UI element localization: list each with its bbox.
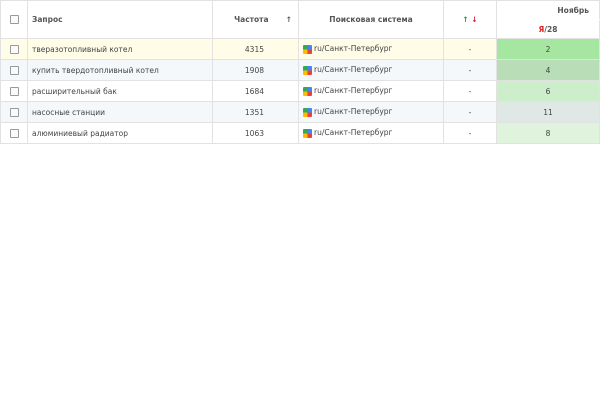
frequency: 1684 — [212, 80, 299, 102]
trend-down: ↓ — [471, 15, 478, 24]
frequency: 1063 — [212, 122, 299, 144]
table-header: Запрос Частота ↑ Поисковая система ↑ ↓ Но… — [0, 0, 600, 39]
checkbox[interactable] — [9, 44, 19, 54]
sort-arrow: ↑ — [285, 15, 292, 24]
position: 11 — [496, 101, 600, 123]
search-system-cell: ru/Санкт-Петербург — [298, 59, 444, 81]
region: ru/Санкт-Петербург — [314, 86, 393, 96]
header-row: Запрос Частота ↑ Поисковая система ↑ ↓ Но… — [0, 0, 600, 39]
trend: - — [443, 101, 497, 123]
engine-icon — [303, 128, 312, 138]
trend-header: ↑ ↓ — [443, 0, 497, 39]
checkbox[interactable] — [9, 128, 19, 138]
select-all-cell — [0, 0, 28, 39]
checkbox[interactable] — [9, 107, 19, 117]
query-header[interactable]: Запрос — [27, 0, 213, 39]
query: расширительный бак — [27, 80, 213, 102]
date-label: /28 — [544, 24, 558, 34]
frequency: 4315 — [212, 38, 299, 60]
select-cell — [0, 38, 28, 60]
region: ru/Санкт-Петербург — [314, 44, 393, 54]
month-header: Ноябрь — [496, 0, 600, 20]
row: насосные станции 1351 ru/Санкт-Петербург -1… — [0, 101, 600, 123]
checkbox[interactable] — [9, 15, 19, 25]
search-system-header: Поисковая система — [298, 0, 444, 39]
query-table: Запрос Частота ↑ Поисковая система ↑ ↓ Но… — [0, 0, 600, 144]
engine-icon — [303, 44, 312, 54]
header-row: Я/28 — [1, 19, 600, 39]
row: купить твердотопливный котел 1908 ru/Санкт… — [0, 59, 600, 81]
search-system-cell: ru/Санкт-Петербург — [298, 101, 444, 123]
frequency: 1351 — [212, 101, 299, 123]
region: ru/Санкт-Петербург — [314, 65, 393, 75]
position: 2 — [496, 38, 600, 60]
trend-up: ↑ — [462, 15, 469, 24]
trend: - — [443, 122, 497, 144]
position: 8 — [496, 122, 600, 144]
region: ru/Санкт-Петербург — [314, 128, 393, 138]
checkbox[interactable] — [9, 65, 19, 75]
engine-icon — [303, 86, 312, 96]
checkbox[interactable] — [9, 86, 19, 96]
position: 4 — [496, 59, 600, 81]
trend: - — [443, 38, 497, 60]
select-cell — [0, 80, 28, 102]
trend: - — [443, 80, 497, 102]
row: расширительный бак 1684 ru/Санкт-Петербург… — [0, 80, 600, 102]
region: ru/Санкт-Петербург — [314, 107, 393, 117]
trend: - — [443, 59, 497, 81]
frequency-header: Частота — [234, 15, 269, 24]
row: алюминиевый радиатор 1063 ru/Санкт-Петербу… — [0, 122, 600, 144]
date-header: Я/28 — [496, 19, 600, 39]
query: алюминиевый радиатор — [27, 122, 213, 144]
frequency: 1908 — [212, 59, 299, 81]
select-cell — [0, 101, 28, 123]
query: насосные станции — [27, 101, 213, 123]
engine-icon — [303, 107, 312, 117]
search-system-cell: ru/Санкт-Петербург — [298, 38, 444, 60]
table-body: тверазотопливный котел 4315 ru/Санкт-Петер… — [0, 38, 600, 144]
select-cell — [0, 122, 28, 144]
query: тверазотопливный котел — [27, 38, 213, 60]
engine-label: Я — [538, 24, 545, 34]
frequency-header-cell[interactable]: Частота ↑ — [212, 0, 299, 39]
query: купить твердотопливный котел — [27, 59, 213, 81]
position: 6 — [496, 80, 600, 102]
engine-icon — [303, 65, 312, 75]
select-cell — [0, 59, 28, 81]
search-system-cell: ru/Санкт-Петербург — [298, 80, 444, 102]
search-system-cell: ru/Санкт-Петербург — [298, 122, 444, 144]
row: тверазотопливный котел 4315 ru/Санкт-Петер… — [0, 38, 600, 60]
